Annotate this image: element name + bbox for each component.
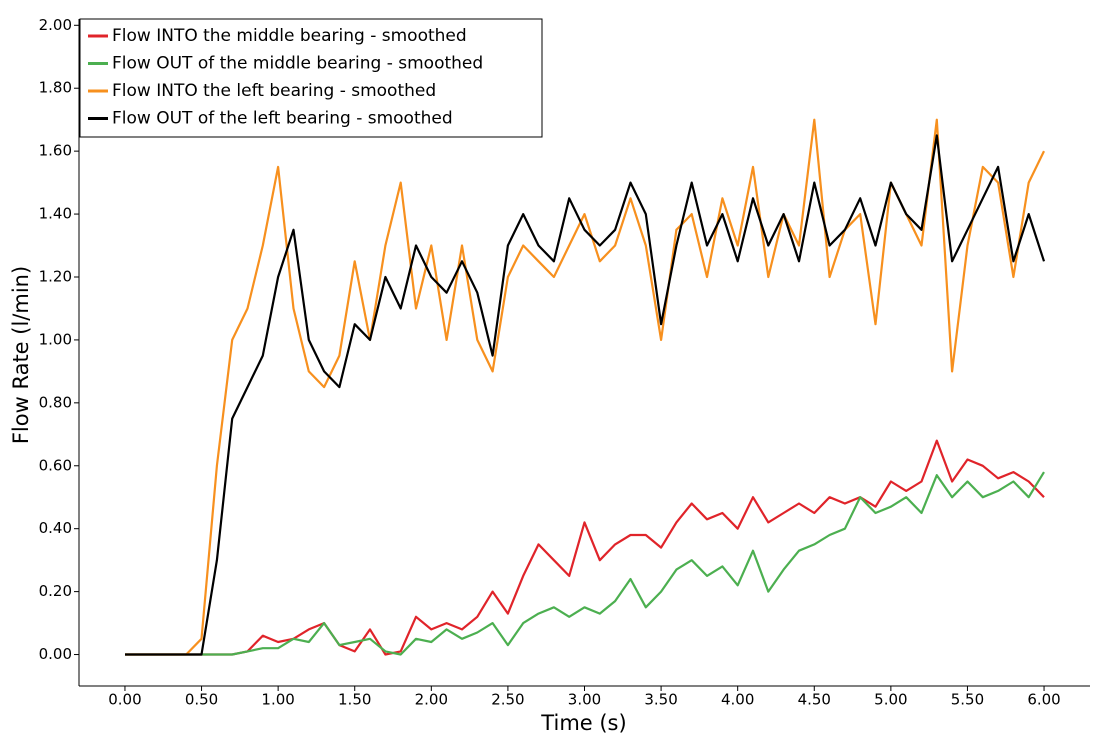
x-tick-label: 0.50 (185, 691, 218, 709)
x-tick-label: 5.00 (874, 691, 907, 709)
x-tick-label: 4.50 (798, 691, 831, 709)
legend-label: Flow INTO the middle bearing - smoothed (112, 26, 467, 46)
legend-label: Flow OUT of the middle bearing - smoothe… (112, 54, 483, 74)
y-tick-label: 2.00 (39, 16, 72, 34)
x-tick-label: 2.50 (491, 691, 524, 709)
y-tick-label: 1.40 (39, 205, 72, 223)
y-tick-label: 1.60 (39, 142, 72, 160)
y-tick-label: 0.80 (39, 393, 72, 411)
series-line (125, 471, 1045, 656)
series-line (125, 118, 1045, 656)
x-tick-label: 2.00 (415, 691, 448, 709)
y-tick-label: 0.40 (39, 519, 72, 537)
x-tick-label: 1.50 (338, 691, 371, 709)
x-tick-label: 6.00 (1027, 691, 1060, 709)
legend-label: Flow OUT of the left bearing - smoothed (112, 109, 453, 129)
x-tick-label: 3.50 (644, 691, 677, 709)
x-tick-label: 5.50 (951, 691, 984, 709)
series-line (125, 134, 1046, 656)
series-line (125, 439, 1045, 656)
y-tick-label: 1.00 (39, 330, 72, 348)
legend-box (79, 18, 543, 138)
y-tick-label: 1.80 (39, 79, 72, 97)
y-tick-label: 0.20 (39, 582, 72, 600)
x-tick-label: 3.00 (568, 691, 601, 709)
y-tick-label: 0.60 (39, 456, 72, 474)
legend-label: Flow INTO the left bearing - smoothed (112, 81, 436, 101)
y-axis-title: Flow Rate (l/min) (9, 266, 33, 444)
x-tick-label: 1.00 (261, 691, 294, 709)
x-tick-label: 4.00 (721, 691, 754, 709)
y-tick-label: 0.00 (39, 645, 72, 663)
x-axis-title: Time (s) (540, 711, 626, 735)
x-tick-label: 0.00 (108, 691, 141, 709)
y-tick-label: 1.20 (39, 267, 72, 285)
